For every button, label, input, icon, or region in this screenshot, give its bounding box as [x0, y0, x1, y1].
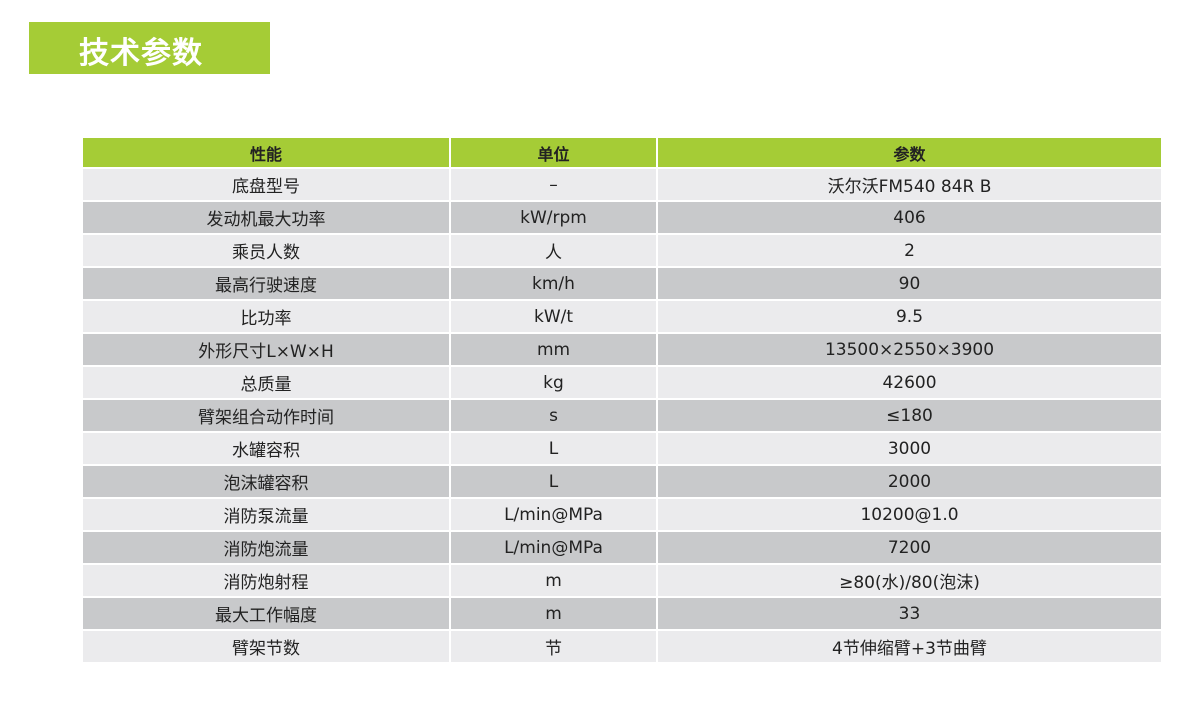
performance-cell: 消防泵流量 — [83, 499, 449, 530]
parameter-cell: 3000 — [658, 433, 1161, 464]
header-performance: 性能 — [83, 138, 449, 167]
table-row: 比功率 kW/t 9.5 — [83, 301, 1161, 332]
unit-cell: 节 — [451, 631, 656, 662]
performance-cell: 总质量 — [83, 367, 449, 398]
performance-cell: 外形尺寸L×W×H — [83, 334, 449, 365]
unit-cell: – — [451, 169, 656, 200]
table-row: 最高行驶速度 km/h 90 — [83, 268, 1161, 299]
table-row: 臂架组合动作时间 s ≤180 — [83, 400, 1161, 431]
table-row: 外形尺寸L×W×H mm 13500×2550×3900 — [83, 334, 1161, 365]
performance-cell: 最大工作幅度 — [83, 598, 449, 629]
parameter-cell: 2000 — [658, 466, 1161, 497]
table-row: 总质量 kg 42600 — [83, 367, 1161, 398]
parameter-cell: ≥80(水)/80(泡沫) — [658, 565, 1161, 596]
parameter-cell: 2 — [658, 235, 1161, 266]
unit-cell: L — [451, 466, 656, 497]
performance-cell: 比功率 — [83, 301, 449, 332]
table-row: 臂架节数节 4节伸缩臂+3节曲臂 — [83, 631, 1161, 662]
unit-cell: 人 — [451, 235, 656, 266]
table-row: 消防炮射程 m ≥80(水)/80(泡沫) — [83, 565, 1161, 596]
parameter-cell: 4节伸缩臂+3节曲臂 — [658, 631, 1161, 662]
performance-cell: 最高行驶速度 — [83, 268, 449, 299]
spec-table: 性能 单位 参数 底盘型号 – 沃尔沃FM540 84R B 发动机最大功率 kW/rp… — [81, 136, 1163, 664]
parameter-cell: 13500×2550×3900 — [658, 334, 1161, 365]
table-row: 消防炮流量 L/min@MPa 7200 — [83, 532, 1161, 563]
table-row: 最大工作幅度 m 33 — [83, 598, 1161, 629]
unit-cell: s — [451, 400, 656, 431]
parameter-cell: 90 — [658, 268, 1161, 299]
parameter-cell: 406 — [658, 202, 1161, 233]
table-row: 消防泵流量 L/min@MPa 10200@1.0 — [83, 499, 1161, 530]
parameter-cell: ≤180 — [658, 400, 1161, 431]
performance-cell: 臂架节数 — [83, 631, 449, 662]
unit-cell: L/min@MPa — [451, 499, 656, 530]
header-unit: 单位 — [451, 138, 656, 167]
table-header-row: 性能 单位 参数 — [83, 138, 1161, 167]
unit-cell: L — [451, 433, 656, 464]
unit-cell: kg — [451, 367, 656, 398]
parameter-cell: 9.5 — [658, 301, 1161, 332]
unit-cell: mm — [451, 334, 656, 365]
table-row: 乘员人数人 2 — [83, 235, 1161, 266]
header-parameter: 参数 — [658, 138, 1161, 167]
parameter-cell: 沃尔沃FM540 84R B — [658, 169, 1161, 200]
performance-cell: 消防炮射程 — [83, 565, 449, 596]
performance-cell: 水罐容积 — [83, 433, 449, 464]
table-row: 底盘型号 – 沃尔沃FM540 84R B — [83, 169, 1161, 200]
unit-cell: m — [451, 565, 656, 596]
unit-cell: m — [451, 598, 656, 629]
performance-cell: 泡沫罐容积 — [83, 466, 449, 497]
section-title: 技术参数 — [79, 36, 203, 71]
unit-cell: km/h — [451, 268, 656, 299]
unit-cell: kW/t — [451, 301, 656, 332]
unit-cell: kW/rpm — [451, 202, 656, 233]
performance-cell: 底盘型号 — [83, 169, 449, 200]
table-row: 泡沫罐容积 L 2000 — [83, 466, 1161, 497]
performance-cell: 臂架组合动作时间 — [83, 400, 449, 431]
parameter-cell: 33 — [658, 598, 1161, 629]
table-row: 水罐容积 L 3000 — [83, 433, 1161, 464]
table-row: 发动机最大功率 kW/rpm 406 — [83, 202, 1161, 233]
performance-cell: 消防炮流量 — [83, 532, 449, 563]
section-title-banner: 技术参数 — [29, 22, 270, 74]
performance-cell: 乘员人数 — [83, 235, 449, 266]
parameter-cell: 7200 — [658, 532, 1161, 563]
parameter-cell: 10200@1.0 — [658, 499, 1161, 530]
parameter-cell: 42600 — [658, 367, 1161, 398]
unit-cell: L/min@MPa — [451, 532, 656, 563]
performance-cell: 发动机最大功率 — [83, 202, 449, 233]
